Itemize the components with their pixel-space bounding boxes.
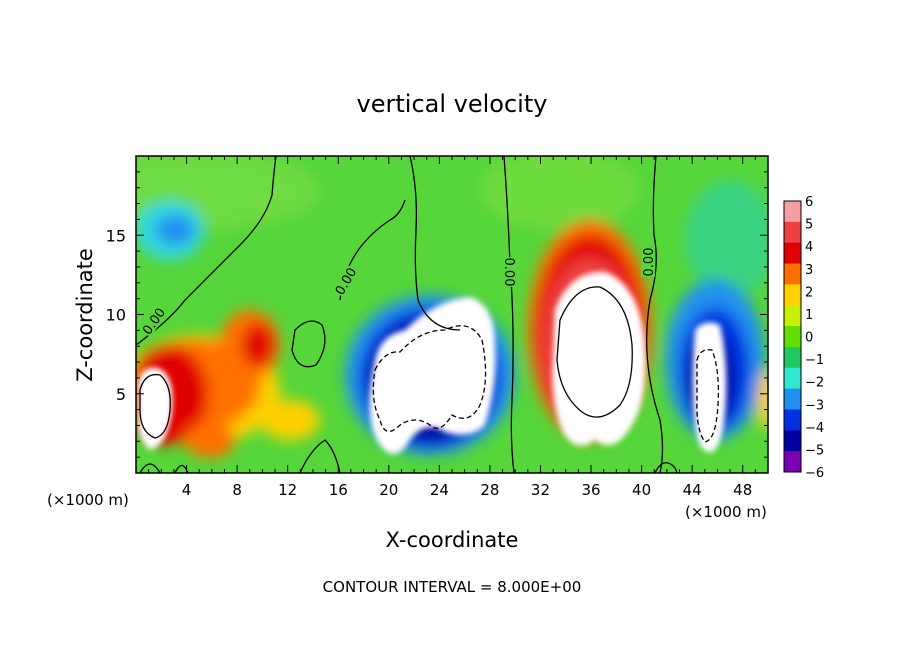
colorbar-swatch xyxy=(784,201,801,223)
x-tick-label: 36 xyxy=(581,481,600,499)
colorbar-swatch xyxy=(784,451,801,473)
colorbar-swatch xyxy=(784,263,801,285)
eight-contour-center xyxy=(556,286,633,418)
colorbar-swatch xyxy=(784,284,801,306)
zero-contour-center-left xyxy=(409,156,461,331)
x-tick-label: 44 xyxy=(683,481,702,499)
x-tick-label: 24 xyxy=(430,481,449,499)
x-tick-label: 48 xyxy=(733,481,752,499)
colorbar-swatch xyxy=(784,242,801,265)
contour-label-bg-2 xyxy=(331,264,359,298)
x-tick-label: 8 xyxy=(232,481,242,499)
colorbar-label: 3 xyxy=(805,263,813,278)
zero-contour-center xyxy=(503,156,515,473)
colorbar-swatch xyxy=(784,430,801,452)
y-tick-label: 15 xyxy=(106,226,126,245)
contour-label-4: 0.00 xyxy=(642,248,657,277)
colorbar-label: −5 xyxy=(805,443,824,458)
eight-contour-left xyxy=(139,373,171,439)
colorbar-label: 1 xyxy=(805,308,813,323)
y-axis-title: Z-coordinate xyxy=(73,248,97,382)
colorbar-label: 2 xyxy=(805,285,813,300)
contour-interval-footer: CONTOUR INTERVAL = 8.000E+00 xyxy=(323,578,582,596)
colorbar-swatch xyxy=(784,388,801,410)
colorbar-frame xyxy=(783,200,802,473)
neg-contour-center xyxy=(372,325,487,432)
small-contour-bottom-3 xyxy=(654,462,678,473)
colorbar-swatch xyxy=(784,409,801,431)
x-tick-label: 20 xyxy=(379,481,398,499)
colorbar-label: 4 xyxy=(805,240,813,255)
chart-title: vertical velocity xyxy=(357,90,548,118)
neg-contour-right xyxy=(696,349,720,443)
colorbar-label: −6 xyxy=(805,466,824,481)
colorbar-swatch xyxy=(784,326,801,348)
y-tick-label: 10 xyxy=(106,306,126,325)
colorbar-label: 5 xyxy=(805,218,813,233)
x-unit-label-right: (×1000 m) xyxy=(685,503,767,521)
colorbar-swatch xyxy=(784,221,801,244)
colorbar-swatch xyxy=(784,305,801,327)
y-tick-label: 5 xyxy=(116,385,126,404)
contour-label-bg-1 xyxy=(139,304,168,338)
colorbar-swatch xyxy=(784,367,801,390)
x-tick-label: 28 xyxy=(480,481,499,499)
plot-area xyxy=(136,156,768,473)
contour-label-bg-4 xyxy=(641,247,655,277)
x-tick-label: 4 xyxy=(182,481,192,499)
colorbar-label: −1 xyxy=(805,353,824,368)
x-unit-label-left: (×1000 m) xyxy=(47,491,129,509)
zero-contour-right xyxy=(646,156,664,473)
colorbar-swatch xyxy=(784,346,801,369)
axis-ticks xyxy=(136,156,768,473)
colorbar: 6 5 4 3 2 1 0 −1 −2 −3 −4 −5 −6 xyxy=(783,195,824,481)
small-contour-bottom-1 xyxy=(139,463,161,473)
contours xyxy=(136,156,720,473)
x-tick-label: 40 xyxy=(632,481,651,499)
small-contour-bottom-2 xyxy=(299,439,341,473)
x-tick-label: 32 xyxy=(531,481,550,499)
contour-label-bg-3 xyxy=(503,257,517,287)
colorbar-label: −2 xyxy=(805,376,824,391)
x-tick-label: 12 xyxy=(278,481,297,499)
colorbar-label: −4 xyxy=(805,421,824,436)
colorbar-label: 6 xyxy=(805,195,813,210)
zero-contour-left xyxy=(136,156,277,346)
x-tick-label: 16 xyxy=(329,481,348,499)
contour-label-3: 0.00 xyxy=(501,258,516,287)
x-axis-title: X-coordinate xyxy=(386,528,519,552)
colorbar-label: 0 xyxy=(805,331,813,346)
colorbar-label: −3 xyxy=(805,398,824,413)
zero-contour-loop xyxy=(291,320,326,368)
